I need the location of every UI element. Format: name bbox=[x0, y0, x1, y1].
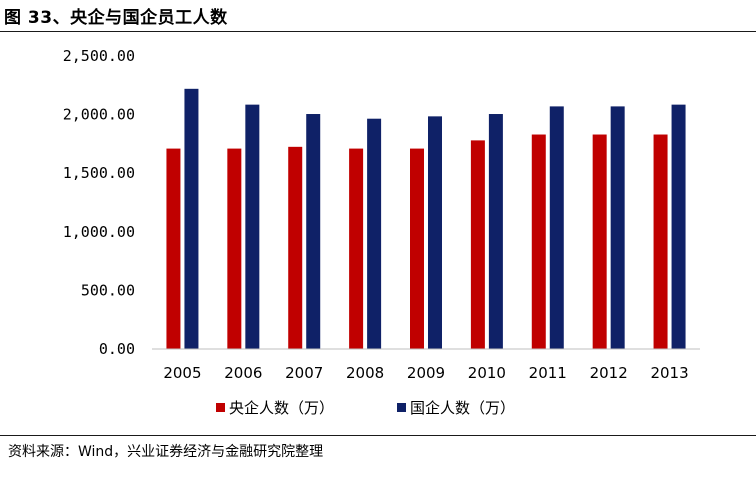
bar-state-soe-2008 bbox=[367, 118, 382, 350]
legend-label: 央企人数（万） bbox=[229, 399, 334, 417]
bar-chart: 0.00 500.00 1,000.00 1,500.00 2,000.00 2,500.… bbox=[63, 47, 700, 417]
x-tick-label: 2008 bbox=[346, 364, 384, 382]
y-tick-label: 500.00 bbox=[81, 281, 135, 299]
y-tick-label: 0.00 bbox=[99, 340, 135, 358]
y-tick-label: 1,000.00 bbox=[63, 223, 135, 241]
bar-central-soe-2012 bbox=[592, 134, 607, 349]
source-note: 资料来源：Wind，兴业证券经济与金融研究院整理 bbox=[8, 444, 324, 460]
legend-label: 国企人数（万） bbox=[410, 399, 515, 417]
bar-state-soe-2011 bbox=[549, 106, 564, 350]
x-tick-label: 2006 bbox=[224, 364, 262, 382]
bar-central-soe-2008 bbox=[349, 148, 364, 349]
y-tick-label: 2,000.00 bbox=[63, 106, 135, 124]
y-tick-label: 2,500.00 bbox=[63, 47, 135, 65]
x-tick-label: 2011 bbox=[529, 364, 567, 382]
title-divider bbox=[0, 31, 756, 32]
y-axis: 0.00 500.00 1,000.00 1,500.00 2,000.00 2,500.… bbox=[63, 47, 135, 358]
bar-state-soe-2006 bbox=[245, 104, 260, 349]
bar-central-soe-2009 bbox=[410, 148, 424, 349]
legend-swatch bbox=[397, 403, 406, 412]
bar-state-soe-2013 bbox=[671, 104, 686, 349]
bar-central-soe-2013 bbox=[653, 134, 668, 349]
bar-state-soe-2010 bbox=[488, 114, 503, 349]
bar-state-soe-2007 bbox=[306, 114, 321, 349]
x-tick-label: 2007 bbox=[285, 364, 323, 382]
bar-state-soe-2005 bbox=[184, 88, 199, 349]
bar-state-soe-2009 bbox=[428, 116, 442, 349]
x-tick-label: 2009 bbox=[407, 364, 445, 382]
bar-central-soe-2006 bbox=[227, 148, 242, 349]
bars bbox=[166, 88, 686, 350]
bar-central-soe-2010 bbox=[470, 140, 485, 349]
x-tick-label: 2013 bbox=[650, 364, 688, 382]
bar-central-soe-2005 bbox=[166, 148, 181, 349]
x-tick-label: 2005 bbox=[163, 364, 201, 382]
chart-title: 图 33、央企与国企员工人数 bbox=[4, 8, 228, 28]
x-tick-label: 2010 bbox=[468, 364, 506, 382]
footer-divider bbox=[0, 435, 756, 436]
x-axis: 2005 2006 2007 2008 2009 2010 2011 2012 2013 bbox=[152, 348, 700, 382]
legend: 央企人数（万） 国企人数（万） bbox=[216, 399, 515, 417]
bar-central-soe-2011 bbox=[531, 134, 546, 349]
y-tick-label: 1,500.00 bbox=[63, 164, 135, 182]
bar-state-soe-2012 bbox=[610, 106, 625, 350]
legend-swatch bbox=[216, 403, 225, 412]
x-tick-label: 2012 bbox=[590, 364, 628, 382]
bar-central-soe-2007 bbox=[288, 146, 303, 349]
